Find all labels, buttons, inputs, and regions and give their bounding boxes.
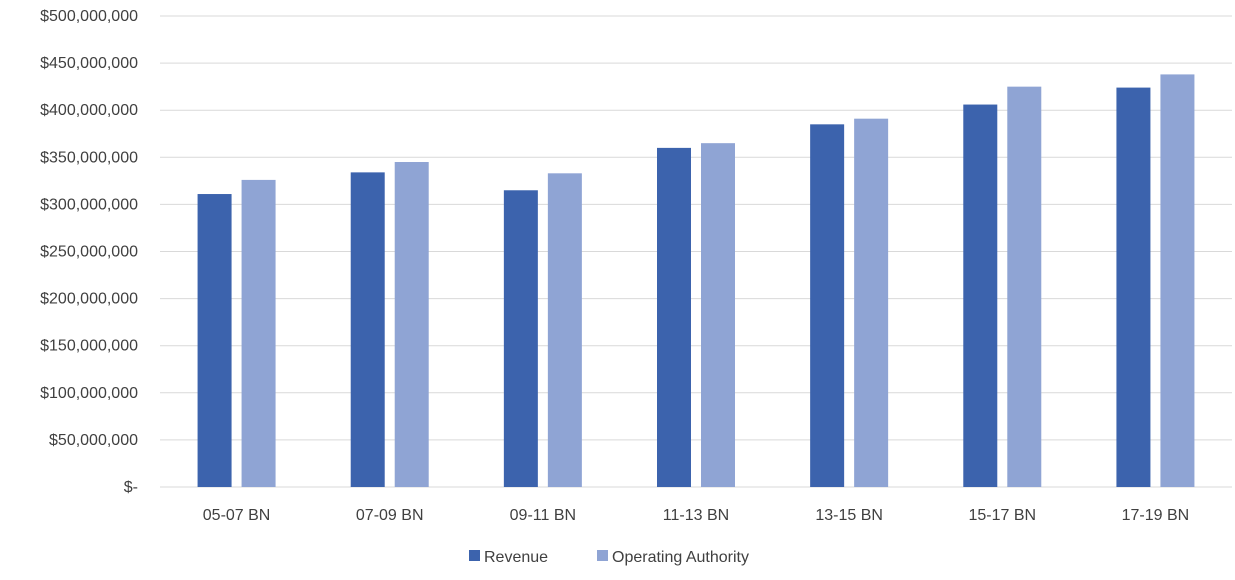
legend-swatch [469, 550, 480, 561]
bar-revenue [810, 124, 845, 487]
bar-operating-authority [394, 162, 429, 487]
x-tick-label: 15-17 BN [968, 507, 1036, 524]
x-axis-tick-labels: 05-07 BN 07-09 BN 09-11 BN 11-13 BN 13-15 BN… [203, 507, 1189, 524]
bar-revenue [197, 194, 232, 487]
legend-swatch [597, 550, 608, 561]
y-tick-label: $500,000,000 [40, 8, 138, 25]
x-tick-label: 11-13 BN [663, 507, 729, 524]
legend: Revenue Operating Authority [469, 549, 749, 566]
bars [197, 74, 1195, 488]
y-tick-label: $400,000,000 [40, 102, 138, 119]
gridlines [160, 15, 1232, 488]
bar-revenue [503, 190, 538, 487]
y-axis-tick-labels: $- $50,000,000 $100,000,000 $150,000,000 $20… [40, 8, 138, 496]
bar-revenue [657, 147, 691, 487]
x-tick-label: 07-09 BN [356, 507, 424, 524]
y-tick-label: $350,000,000 [40, 149, 138, 166]
y-tick-label: $450,000,000 [40, 55, 138, 72]
y-tick-label: $250,000,000 [40, 244, 138, 261]
y-tick-label: $100,000,000 [40, 385, 138, 402]
bar-revenue [350, 172, 385, 487]
bar-operating-authority [1160, 74, 1195, 488]
y-tick-label: $- [124, 479, 138, 496]
y-tick-label: $300,000,000 [40, 196, 138, 213]
x-tick-label: 13-15 BN [815, 507, 883, 524]
y-tick-label: $200,000,000 [40, 291, 138, 308]
bar-operating-authority [854, 118, 889, 487]
x-tick-label: 17-19 BN [1122, 507, 1190, 524]
bar-revenue [963, 104, 998, 487]
bar-operating-authority [241, 179, 276, 487]
bar-operating-authority [1007, 86, 1042, 488]
legend-label: Operating Authority [612, 549, 749, 566]
bar-revenue [1116, 87, 1151, 487]
bar-operating-authority [547, 173, 582, 487]
y-tick-label: $50,000,000 [49, 432, 138, 449]
x-tick-label: 05-07 BN [203, 507, 271, 524]
x-tick-label: 09-11 BN [510, 507, 576, 524]
legend-label: Revenue [484, 549, 548, 566]
bar-operating-authority [701, 143, 735, 488]
y-tick-label: $150,000,000 [40, 338, 138, 355]
